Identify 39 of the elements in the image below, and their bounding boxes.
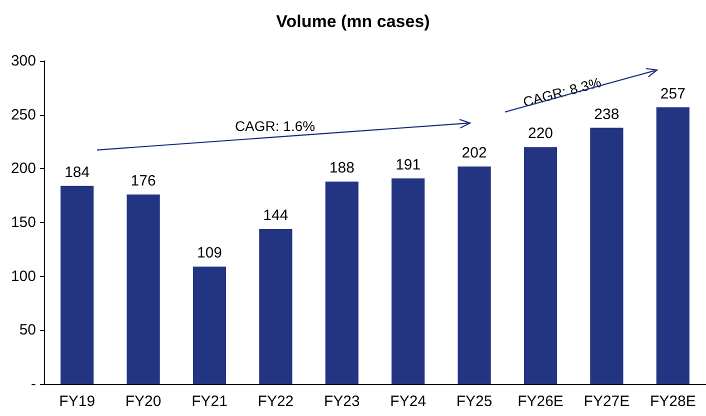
x-tick-label: FY19 bbox=[59, 393, 96, 410]
y-tick-label: 300 bbox=[10, 52, 36, 70]
chart-title: Volume (mn cases) bbox=[276, 12, 430, 31]
bar bbox=[392, 178, 425, 384]
y-tick-label: 200 bbox=[10, 160, 36, 178]
x-tick-label: FY20 bbox=[125, 393, 162, 410]
data-label: 184 bbox=[64, 164, 90, 181]
data-label: 109 bbox=[196, 244, 222, 262]
data-label: 202 bbox=[462, 144, 487, 162]
y-tick-label: - bbox=[31, 376, 36, 392]
data-label: 188 bbox=[329, 160, 354, 177]
x-tick-label: FY21 bbox=[192, 393, 228, 410]
bar bbox=[126, 194, 160, 384]
data-label: 144 bbox=[263, 206, 288, 224]
bar bbox=[60, 186, 94, 384]
y-tick-label: 50 bbox=[19, 322, 36, 339]
data-label: 191 bbox=[396, 156, 421, 174]
bar bbox=[259, 228, 292, 384]
bar bbox=[458, 166, 491, 384]
y-tick-label: 250 bbox=[10, 106, 36, 124]
annotation: CAGR: 1.6% bbox=[234, 118, 316, 134]
bar bbox=[590, 128, 624, 384]
x-tick-label: FY24 bbox=[390, 393, 426, 410]
bar bbox=[656, 107, 690, 384]
bar bbox=[325, 182, 358, 384]
x-tick-label: FY23 bbox=[324, 393, 360, 410]
data-label: 176 bbox=[130, 172, 156, 190]
x-tick-label: FY25 bbox=[456, 393, 492, 410]
y-tick-label: 150 bbox=[10, 214, 36, 231]
data-label: 220 bbox=[528, 125, 554, 142]
data-label: 257 bbox=[660, 85, 686, 102]
bar bbox=[192, 266, 226, 384]
y-tick-label: 100 bbox=[10, 268, 36, 285]
x-tick-label: FY22 bbox=[258, 393, 294, 410]
x-tick-label: FY27E bbox=[584, 393, 630, 410]
x-tick-label: FY28E bbox=[650, 393, 696, 410]
data-label: 238 bbox=[594, 106, 620, 123]
x-tick-label: FY26E bbox=[518, 393, 564, 410]
bar bbox=[524, 147, 558, 384]
